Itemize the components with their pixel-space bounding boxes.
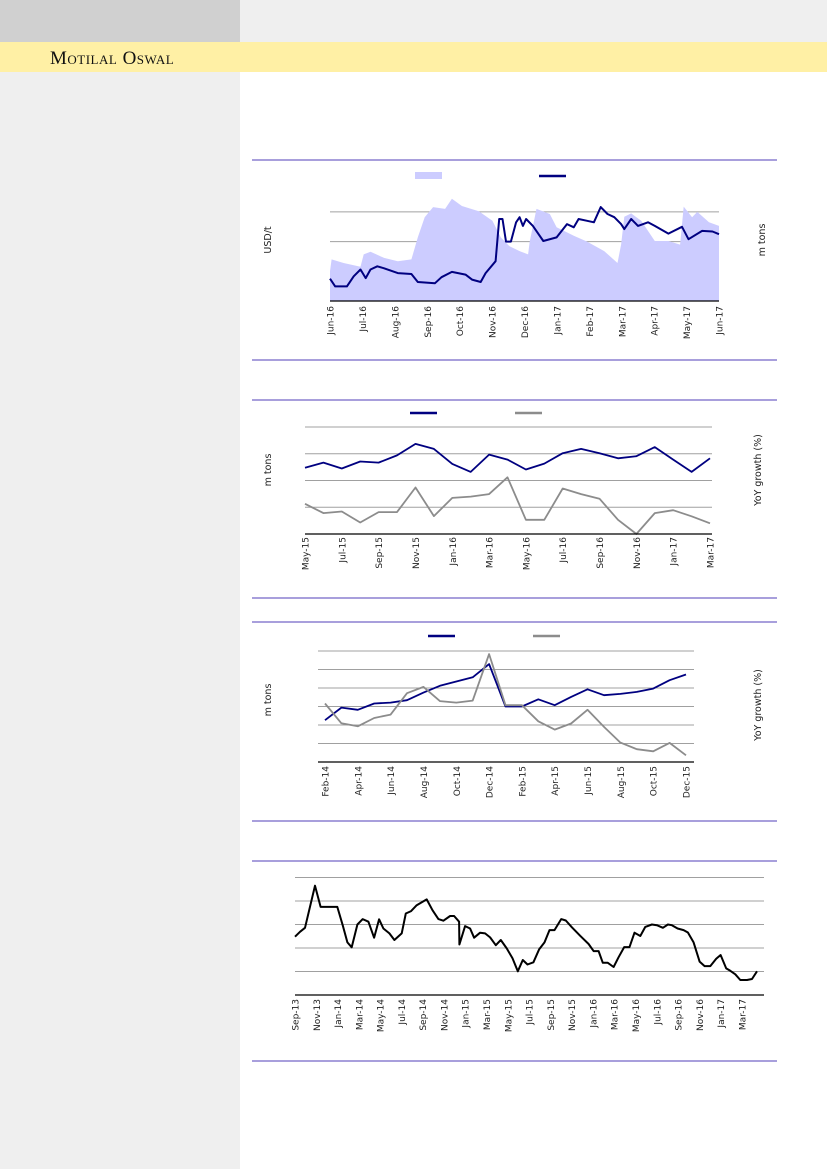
x-tick-label: Oct-16: [456, 306, 466, 337]
x-tick-label: Dec-16: [521, 306, 531, 338]
legend-swatch-area: [415, 172, 442, 179]
x-tick-label: May-15: [504, 999, 514, 1032]
x-tick-label: Mar-17: [618, 306, 628, 337]
brand-band: [0, 42, 827, 72]
x-tick-label: Jul-16: [559, 537, 569, 564]
x-tick-label: Sep-15: [375, 537, 385, 569]
x-tick-label: Feb-17: [586, 306, 596, 337]
chart-4: Sep-13 Nov-13 Jan-14 Mar-14 May-14 Jul-14 Sep-…: [252, 860, 777, 1062]
x-tick-label: Jan-17: [670, 537, 680, 567]
y2-axis-label: m tons: [757, 224, 768, 257]
x-tick-label: Jan-17: [717, 999, 727, 1029]
x-tick-label: Apr-17: [651, 306, 661, 336]
x-tick-label: Nov-15: [412, 537, 422, 569]
x-tick-label: Jun-17: [716, 306, 726, 336]
header-right-block: [240, 0, 827, 42]
x-tick-label: Jul-16: [653, 999, 663, 1026]
x-tick-label: May-17: [683, 306, 693, 339]
y2-axis-label: YoY growth (%): [753, 434, 764, 507]
x-tick-label: Nov-16: [696, 999, 706, 1031]
x-tick-label: Mar-14: [355, 999, 365, 1030]
x-tick-label: Jan-17: [553, 306, 563, 336]
x-tick-label: May-15: [302, 537, 312, 570]
line-series-2: [324, 653, 687, 757]
x-tick-label: Jun-15: [584, 766, 594, 796]
x-tick-label: Jul-16: [359, 306, 369, 333]
x-tick-label: Nov-16: [633, 537, 643, 569]
line-series-1: [304, 443, 711, 473]
area-series: [330, 198, 719, 301]
x-tick-label: Jun-16: [327, 306, 337, 336]
x-tick-label: May-16: [522, 537, 532, 570]
x-tick-label: Sep-15: [547, 999, 557, 1031]
x-tick-label: Oct-14: [453, 766, 463, 797]
x-tick-label: Dec-15: [683, 766, 693, 798]
x-tick-label: Sep-16: [675, 999, 685, 1031]
x-tick-label: Feb-14: [322, 766, 332, 797]
chart-2: May-15 Jul-15 Sep-15 Nov-15 Jan-16 Mar-16 May-…: [252, 399, 777, 599]
y2-axis-label: YoY growth (%): [753, 669, 764, 742]
y-axis-label: USD/t: [263, 226, 274, 253]
x-tick-label: Feb-15: [518, 766, 528, 797]
x-tick-label: Apr-15: [551, 766, 561, 796]
x-tick-label: Aug-15: [617, 766, 627, 798]
x-tick-label: Sep-16: [596, 537, 606, 569]
x-tick-label: Dec-14: [486, 766, 496, 798]
y-axis-label: m tons: [263, 454, 274, 487]
x-tick-label: Sep-14: [419, 999, 429, 1031]
x-tick-label: Jun-14: [387, 766, 397, 796]
x-tick-label: Mar-17: [738, 999, 748, 1030]
x-tick-label: Aug-14: [420, 766, 430, 799]
x-tick-label: Jan-15: [462, 999, 472, 1029]
left-margin: [0, 0, 240, 1169]
x-tick-label: Jan-16: [589, 999, 599, 1029]
y-axis-label: m tons: [263, 684, 274, 717]
x-tick-label: Oct-15: [650, 766, 660, 796]
x-tick-label: Jan-16: [449, 537, 459, 567]
x-tick-label: Nov-13: [313, 999, 323, 1031]
x-tick-label: Aug-16: [391, 306, 401, 339]
x-tick-label: Jul-15: [526, 999, 536, 1026]
x-tick-label: Mar-16: [611, 999, 621, 1030]
x-tick-label: Nov-15: [568, 999, 578, 1031]
x-tick-label: Mar-15: [483, 999, 493, 1030]
x-tick-label: Jan-14: [334, 999, 344, 1029]
x-tick-label: Nov-16: [489, 306, 499, 338]
x-tick-label: May-16: [632, 999, 642, 1032]
x-tick-label: Jul-15: [338, 537, 348, 564]
x-tick-label: Jul-14: [398, 999, 408, 1026]
x-tick-label: Sep-16: [424, 306, 434, 338]
x-tick-label: May-14: [377, 999, 387, 1032]
x-tick-label: Mar-17: [707, 537, 717, 568]
chart-1: Jun-16 Jul-16 Aug-16 Sep-16 Oct-16 Nov-16 Dec-…: [252, 159, 777, 361]
x-tick-label: Nov-14: [441, 999, 451, 1031]
line-series-2: [304, 476, 711, 535]
brand-logo: Motilal Oswal: [50, 48, 175, 69]
x-tick-label: Mar-16: [486, 537, 496, 568]
x-tick-label: Apr-14: [354, 766, 364, 796]
line-series-1: [294, 884, 758, 981]
header-left-block: [0, 0, 240, 42]
line-series-2: [329, 206, 720, 288]
x-tick-label: Sep-13: [292, 999, 302, 1031]
chart-3: Feb-14 Apr-14 Jun-14 Aug-14 Oct-14 Dec-14 Feb-…: [252, 621, 777, 822]
line-series-1: [324, 663, 687, 721]
